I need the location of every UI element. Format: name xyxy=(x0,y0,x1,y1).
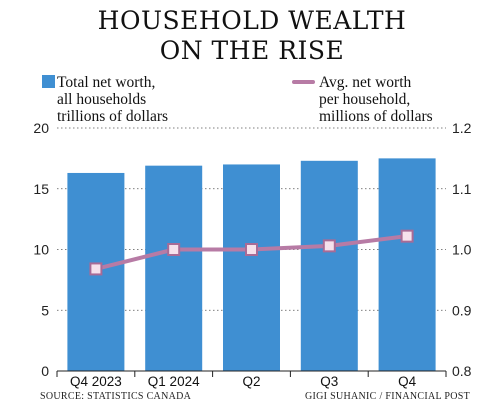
y-right-tick-label: 0.8 xyxy=(452,363,472,379)
x-tick-label: Q2 xyxy=(242,374,260,389)
legend-line-line-3: millions of dollars xyxy=(319,108,433,125)
y-left-tick-label: 20 xyxy=(33,120,49,136)
legend-line-text: Avg. net worth per household, millions o… xyxy=(319,74,433,125)
chart-title-line-2: ON THE RISE xyxy=(159,36,345,65)
legend-bar-swatch xyxy=(42,75,55,88)
bar xyxy=(300,160,358,371)
legend-bars-line-3: trillions of dollars xyxy=(57,108,169,125)
line-marker xyxy=(89,262,103,276)
credit-note: GIGI SUHANIC / FINANCIAL POST xyxy=(305,391,470,402)
legend-bars-line-2: all households xyxy=(57,91,147,108)
x-tick-label: Q3 xyxy=(320,374,338,389)
bar xyxy=(378,158,436,371)
y-left-tick-label: 0 xyxy=(41,363,49,379)
line-marker xyxy=(400,229,414,243)
y-right-tick-label: 0.9 xyxy=(452,302,472,318)
y-right-tick-label: 1.0 xyxy=(452,242,472,258)
y-right-tick-label: 1.1 xyxy=(452,181,472,197)
chart-title: HOUSEHOLD WEALTH ON THE RISE xyxy=(0,6,504,66)
bar xyxy=(145,165,203,371)
y-left-tick-label: 5 xyxy=(41,302,49,318)
legend-line-line-1: Avg. net worth xyxy=(319,74,412,91)
source-note: SOURCE: STATISTICS CANADA xyxy=(40,391,192,402)
legend-line-swatch xyxy=(292,80,315,84)
y-left-tick-label: 10 xyxy=(33,242,49,258)
y-left-tick-label: 15 xyxy=(33,181,49,197)
line-marker xyxy=(322,239,336,253)
bar xyxy=(223,164,280,371)
line-marker xyxy=(245,243,258,256)
x-tick-label: Q4 2023 xyxy=(70,374,122,389)
line-marker xyxy=(167,243,181,256)
legend-bars-line-1: Total net worth, xyxy=(57,74,156,91)
chart-title-line-1: HOUSEHOLD WEALTH xyxy=(97,6,407,35)
x-tick-label: Q1 2024 xyxy=(148,374,200,389)
legend-line-line-2: per household, xyxy=(319,91,411,108)
x-tick-label: Q4 xyxy=(398,374,417,389)
legend-bars-text: Total net worth, all households trillion… xyxy=(57,74,168,125)
y-right-tick-label: 1.2 xyxy=(452,120,472,136)
